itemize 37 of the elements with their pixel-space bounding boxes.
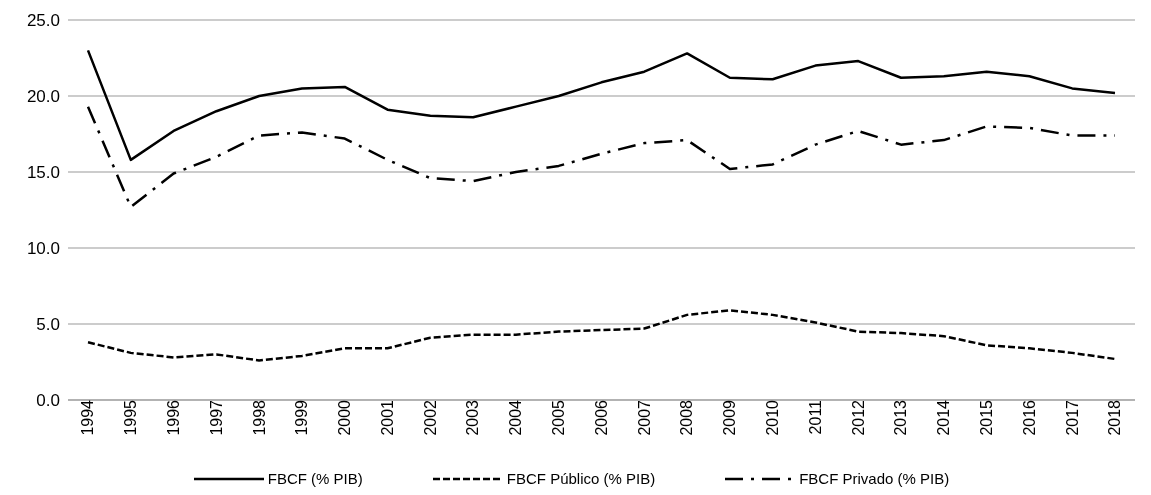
y-tick-label: 20.0 bbox=[26, 87, 60, 107]
y-tick-label: 0.0 bbox=[36, 391, 60, 411]
x-tick-label: 2001 bbox=[378, 399, 396, 436]
y-tick-label: 10.0 bbox=[26, 239, 60, 259]
x-tick-label: 2013 bbox=[892, 399, 910, 436]
x-tick-label: 2012 bbox=[849, 399, 867, 436]
x-tick-label: 2008 bbox=[678, 399, 696, 436]
x-tick-label: 2006 bbox=[592, 399, 610, 436]
x-tick-label: 2015 bbox=[977, 399, 995, 436]
x-tick-label: 1999 bbox=[293, 399, 311, 436]
x-tick-label: 2007 bbox=[635, 399, 653, 436]
x-tick-label: 2003 bbox=[464, 399, 482, 436]
x-tick-label: 2016 bbox=[1020, 399, 1038, 436]
x-tick-label: 2017 bbox=[1063, 399, 1081, 436]
line-series bbox=[86, 309, 1117, 362]
legend-label: FBCF Privado (% PIB) bbox=[799, 470, 950, 487]
x-tick-label: 2010 bbox=[764, 399, 782, 436]
x-tick-label: 2014 bbox=[935, 399, 953, 436]
x-tick-label: 1995 bbox=[122, 399, 140, 436]
x-tick-label: 2011 bbox=[806, 399, 824, 435]
x-tick-label: 1994 bbox=[79, 399, 97, 436]
x-tick-label: 2009 bbox=[721, 399, 739, 436]
x-tick-label: 1997 bbox=[207, 399, 225, 436]
y-tick-label: 5.0 bbox=[36, 315, 60, 335]
x-tick-label: 1996 bbox=[164, 399, 182, 436]
line-series bbox=[86, 105, 1117, 209]
x-tick-label: 1998 bbox=[250, 399, 268, 436]
x-tick-label: 2000 bbox=[336, 399, 354, 436]
x-tick-label: 2004 bbox=[507, 399, 525, 436]
legend-label: FBCF (% PIB) bbox=[267, 470, 363, 487]
x-tick-label: 2002 bbox=[421, 399, 439, 436]
y-tick-label: 25.0 bbox=[26, 11, 60, 31]
x-tick-label: 2005 bbox=[550, 399, 568, 436]
x-tick-label: 2018 bbox=[1106, 399, 1124, 436]
y-tick-label: 15.0 bbox=[26, 163, 60, 183]
legend-label: FBCF Público (% PIB) bbox=[506, 470, 656, 487]
line-series bbox=[86, 49, 1117, 162]
